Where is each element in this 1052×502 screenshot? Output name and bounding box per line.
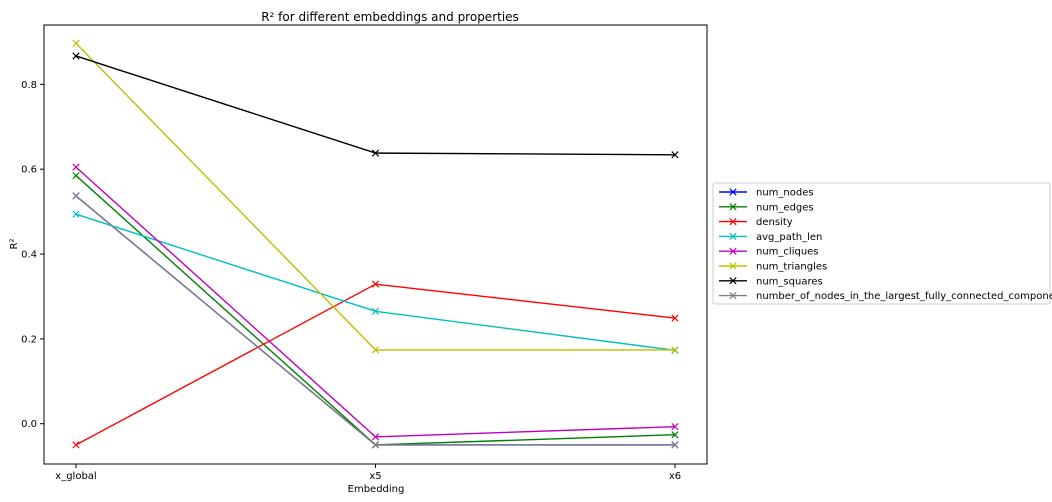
series-line-num_nodes — [75, 195, 675, 446]
data-point — [72, 210, 80, 218]
data-point — [671, 431, 679, 439]
y-tick-label: 0.0 — [21, 419, 37, 430]
data-point — [72, 441, 80, 449]
data-point — [72, 192, 80, 200]
legend-label: num_edges — [756, 202, 814, 213]
plot-area — [43, 24, 708, 465]
series-layer — [72, 39, 679, 449]
x-axis-label: Embedding — [348, 484, 405, 495]
legend-label: density — [756, 217, 793, 228]
data-point — [371, 307, 380, 315]
series-line-number_of_nodes_in_the_largest_fully_connected_component — [75, 195, 675, 446]
x-tick-label: x5 — [369, 471, 381, 482]
legend-marker — [729, 291, 737, 300]
legend-label: number_of_nodes_in_the_largest_fully_con… — [756, 291, 1052, 302]
x-tick-label: x_global — [55, 471, 96, 482]
legend-marker — [729, 262, 737, 270]
y-tick-label: 0.6 — [21, 165, 37, 176]
legend-marker — [729, 217, 737, 226]
legend-marker — [729, 203, 737, 211]
legend-marker — [729, 277, 737, 285]
legend-label: num_squares — [756, 276, 823, 287]
data-point — [72, 171, 80, 180]
series-line-density — [75, 283, 676, 446]
data-point — [671, 151, 679, 159]
legend-label: num_triangles — [756, 262, 827, 273]
y-axis-label: R² — [9, 239, 20, 250]
legend-marker — [729, 232, 737, 241]
legend-label: num_cliques — [756, 247, 819, 258]
data-point — [72, 39, 80, 47]
chart-title: R² for different embeddings and properti… — [261, 10, 519, 24]
data-point — [72, 163, 80, 171]
data-point — [371, 441, 380, 449]
data-point — [671, 423, 679, 431]
x-axis: x_global x5 x6 — [55, 464, 681, 482]
data-point — [72, 52, 80, 60]
data-point — [371, 149, 380, 157]
y-tick-label: 0.4 — [21, 250, 37, 261]
y-tick-label: 0.2 — [21, 334, 37, 345]
y-tick-label: 0.8 — [21, 80, 37, 91]
legend-box — [712, 182, 1051, 305]
x-tick-label: x6 — [669, 471, 681, 482]
legend-label: avg_path_len — [756, 232, 822, 243]
legend-marker — [729, 188, 737, 196]
series-line-num_triangles — [75, 42, 675, 351]
y-axis: 0.0 0.2 0.4 0.6 0.8 — [21, 80, 44, 430]
data-point — [371, 433, 380, 441]
series-line-avg_path_len — [75, 213, 676, 352]
series-line-num_squares — [75, 55, 676, 156]
data-point — [371, 346, 380, 354]
legend-marker — [729, 247, 737, 255]
legend-label: num_nodes — [756, 188, 814, 199]
data-point — [671, 314, 679, 322]
data-point — [671, 346, 679, 354]
series-line-num_edges — [75, 175, 676, 446]
data-point — [371, 280, 380, 288]
data-point — [671, 441, 679, 449]
